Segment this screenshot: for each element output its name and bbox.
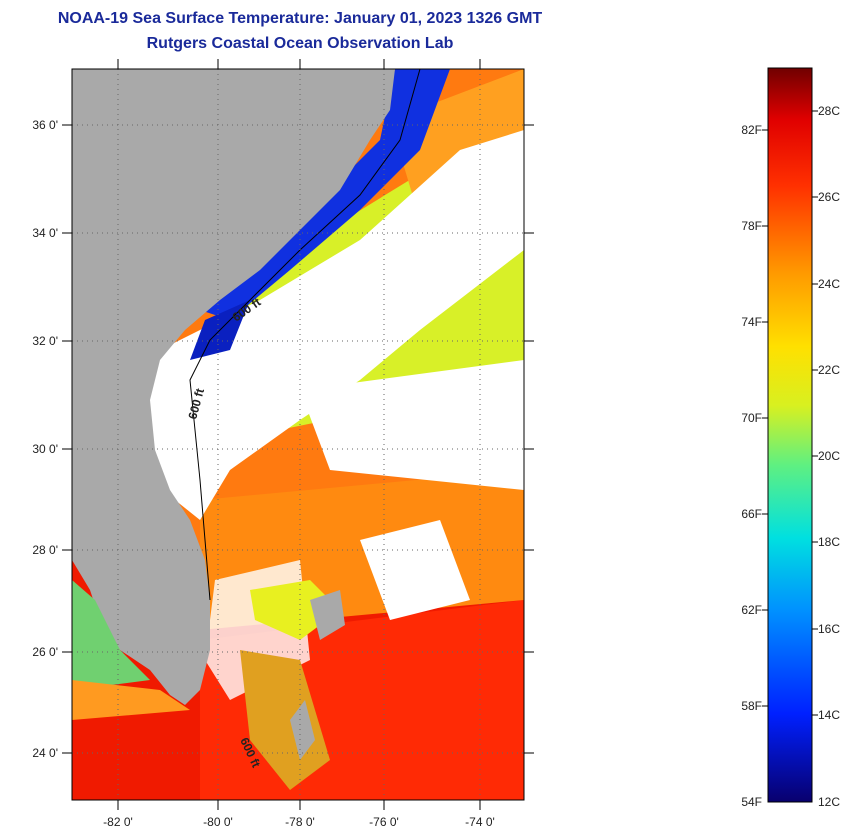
- colorbar-f-label: 58F: [741, 699, 762, 713]
- colorbar-f-label: 54F: [741, 795, 762, 809]
- cloud-cover-central: [300, 360, 524, 490]
- colorbar: [767, 67, 813, 803]
- colorbar-f-label: 62F: [741, 603, 762, 617]
- cloud-cover-north: [130, 130, 524, 520]
- lat-tick-label: 24 0': [32, 746, 58, 760]
- colorbar-c-label: 24C: [818, 277, 840, 291]
- lon-tick-label: -82 0': [103, 815, 133, 829]
- lat-tick-label: 28 0': [32, 543, 58, 557]
- depth-contour-600ft: [189, 69, 421, 601]
- bahamas-bank-great: [240, 650, 330, 790]
- colorbar-c-label: 18C: [818, 535, 840, 549]
- map-subtitle: Rutgers Coastal Ocean Observation Lab: [146, 35, 454, 52]
- lat-tick-label: 34 0': [32, 226, 58, 240]
- lon-tick-label: -76 0': [369, 815, 399, 829]
- lon-tick-label: -74 0': [465, 815, 495, 829]
- map-title: NOAA-19 Sea Surface Temperature: January…: [57, 10, 543, 27]
- colorbar-c-label: 22C: [818, 363, 840, 377]
- lat-tick-label: 26 0': [32, 645, 58, 659]
- colorbar-f-label: 70F: [741, 411, 762, 425]
- colorbar-c-label: 14C: [818, 708, 840, 722]
- graticule: [72, 69, 524, 800]
- lon-tick-label: -78 0': [285, 815, 315, 829]
- colorbar-c-label: 20C: [818, 449, 840, 463]
- land-mainland: [72, 69, 395, 705]
- cloud-patch: [360, 520, 470, 620]
- colorbar-c-label: 26C: [818, 190, 840, 204]
- grand-bahama-island: [310, 590, 345, 640]
- colorbar-c-label: 28C: [818, 104, 840, 118]
- colorbar-f-label: 82F: [741, 123, 762, 137]
- map-border: [71, 68, 525, 801]
- colorbar-c-label: 16C: [818, 622, 840, 636]
- colorbar-f-label: 74F: [741, 315, 762, 329]
- lat-tick-label: 32 0': [32, 334, 58, 348]
- colorbar-ticks: [762, 110, 818, 716]
- lon-tick-label: -80 0': [203, 815, 233, 829]
- florida-keys-water: [72, 680, 190, 720]
- gulf-coastal-water: [72, 580, 150, 690]
- colorbar-c-label: 12C: [818, 795, 840, 809]
- lat-tick-label: 30 0': [32, 442, 58, 456]
- andros-island: [290, 700, 315, 760]
- axis-ticks: [62, 59, 534, 810]
- map-frame-contents: [72, 69, 524, 800]
- colorbar-f-label: 66F: [741, 507, 762, 521]
- colorbar-f-label: 78F: [741, 219, 762, 233]
- lat-tick-label: 36 0': [32, 118, 58, 132]
